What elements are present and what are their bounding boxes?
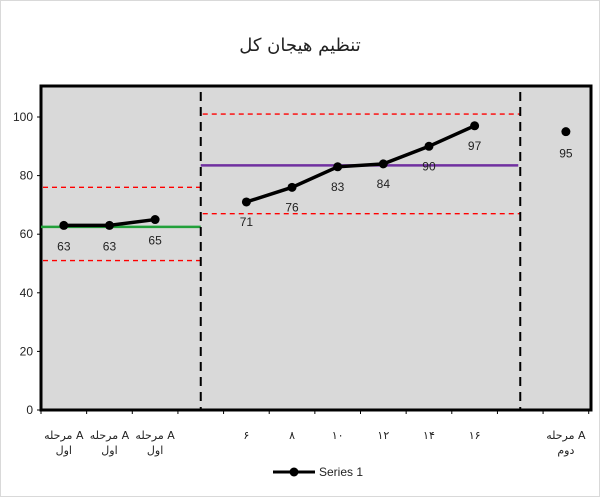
data-label: 97 bbox=[468, 139, 482, 153]
data-point bbox=[470, 121, 480, 131]
data-label: 95 bbox=[559, 147, 573, 161]
chart-title: تنظیم هیجان کل bbox=[239, 35, 361, 56]
y-tick-label: 60 bbox=[20, 227, 34, 241]
data-point bbox=[150, 215, 160, 225]
y-tick-label: 20 bbox=[20, 344, 34, 358]
data-point bbox=[378, 159, 388, 169]
data-label: 76 bbox=[285, 200, 299, 214]
x-tick-label: ۸ bbox=[289, 429, 295, 442]
x-tick-label: ۶ bbox=[243, 429, 249, 442]
data-label: 71 bbox=[240, 215, 254, 229]
y-tick-label: 0 bbox=[26, 403, 33, 417]
data-point bbox=[241, 197, 251, 207]
legend-marker bbox=[289, 467, 299, 477]
x-tick-label: مرحله A دوم bbox=[546, 429, 586, 457]
data-label: 84 bbox=[377, 177, 391, 191]
data-label: 83 bbox=[331, 180, 345, 194]
x-tick-label: مرحله A اول bbox=[90, 429, 130, 457]
data-point bbox=[59, 220, 69, 230]
x-tick-label: مرحله A اول bbox=[135, 429, 175, 457]
plot-background bbox=[39, 84, 593, 412]
y-tick-label: 40 bbox=[20, 286, 34, 300]
data-label: 63 bbox=[57, 239, 71, 253]
x-tick-label: ۱۲ bbox=[377, 429, 389, 442]
y-tick-label: 100 bbox=[13, 110, 33, 124]
series-line bbox=[245, 124, 476, 204]
data-point bbox=[561, 127, 571, 137]
x-tick-label: مرحله A اول bbox=[44, 429, 84, 457]
data-point bbox=[104, 220, 114, 230]
data-label: 90 bbox=[422, 159, 436, 173]
x-tick-label: ۱۰ bbox=[332, 429, 344, 442]
data-label: 65 bbox=[148, 234, 162, 248]
y-tick-label: 80 bbox=[20, 169, 34, 183]
data-point bbox=[287, 182, 297, 192]
legend-label: Series 1 bbox=[319, 465, 363, 479]
data-point bbox=[333, 162, 343, 172]
data-point bbox=[424, 141, 434, 151]
data-label: 63 bbox=[103, 239, 117, 253]
x-tick-label: ۱۴ bbox=[423, 429, 435, 442]
x-tick-label: ۱۶ bbox=[469, 429, 481, 442]
